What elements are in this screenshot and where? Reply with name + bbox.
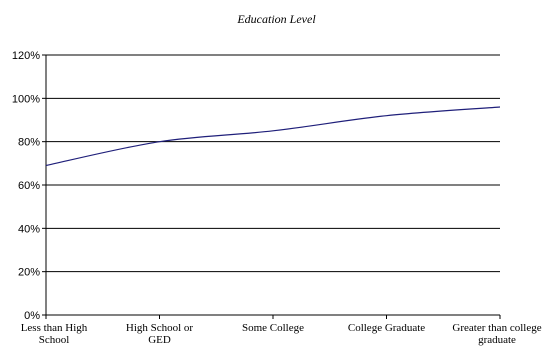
y-tick-label: 60% [18, 180, 40, 192]
series-line [45, 106, 501, 167]
y-tick-label: 120% [12, 50, 40, 62]
x-tick-label: Greater than college [452, 322, 541, 334]
series-lines [45, 106, 501, 167]
y-tick-label: 0% [24, 310, 40, 322]
x-tick-label: graduate [478, 334, 516, 346]
y-tick-label: 40% [18, 223, 40, 235]
axes [42, 54, 501, 319]
gridlines [46, 54, 500, 273]
y-axis-tick-labels: 0% 20% 40% 60% 80% 100% 120% [12, 50, 40, 322]
x-tick-label: Some College [242, 322, 304, 334]
y-tick-label: 100% [12, 93, 40, 105]
x-tick-label: Less than High [21, 322, 88, 334]
chart-title: Education Level [237, 12, 316, 26]
x-tick-label: High School or [126, 322, 194, 334]
x-tick-label: College Graduate [348, 322, 425, 334]
y-tick-label: 20% [18, 267, 40, 279]
x-tick-label: GED [148, 334, 171, 346]
y-tick-label: 80% [18, 137, 40, 149]
x-tick-label: School [39, 334, 70, 346]
